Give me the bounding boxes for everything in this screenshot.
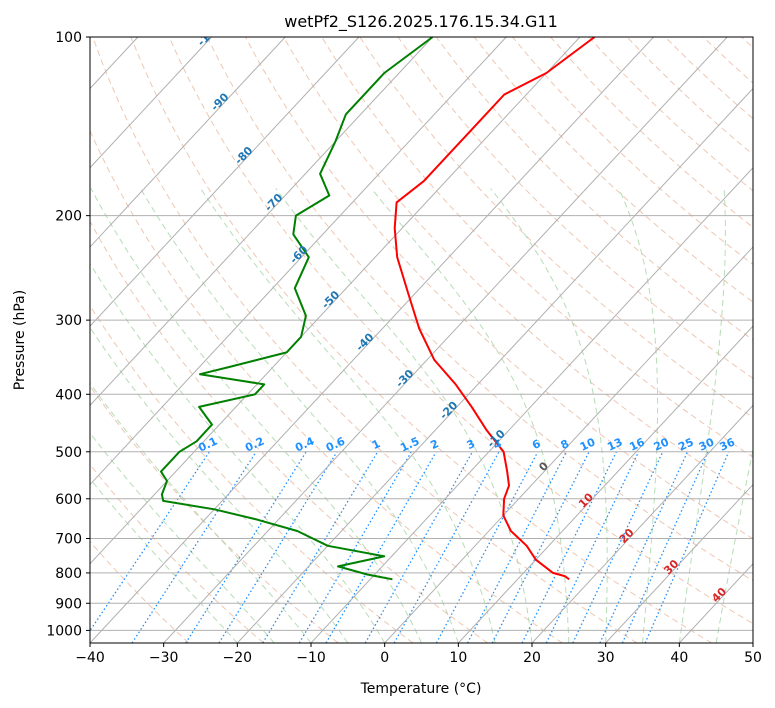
y-tick-label: 800 — [55, 566, 82, 582]
mixing-ratio-label: 30 — [697, 435, 717, 453]
moist-adiabat — [678, 188, 726, 643]
x-axis-label: Temperature (°C) — [360, 681, 482, 697]
mixing-ratio-lines — [90, 451, 730, 643]
plot-area: 0.10.20.40.611.52346810131620253036-100-… — [90, 20, 753, 643]
moist-adiabat — [618, 188, 659, 643]
skewed-isotherm — [90, 37, 360, 327]
profile-series — [160, 37, 596, 581]
profile-series-line — [393, 37, 596, 581]
dry-adiabat — [90, 463, 264, 643]
mixing-ratio-line — [572, 451, 664, 643]
y-tick-label: 200 — [55, 209, 82, 225]
skewed-isotherm — [310, 166, 753, 643]
mixing-ratio-line — [262, 451, 379, 643]
skewed-isotherm — [457, 325, 753, 643]
x-tick-label: −30 — [149, 650, 179, 666]
mixing-ratio-line — [435, 451, 539, 643]
skewed-isotherm — [605, 483, 753, 643]
mixing-ratio-line — [393, 451, 500, 643]
mixing-ratio-line — [185, 451, 307, 643]
moist-adiabat — [90, 432, 275, 643]
dry-adiabat — [90, 129, 563, 643]
mixing-ratio-line — [599, 451, 689, 643]
mixing-ratio-label: 36 — [718, 435, 738, 453]
dry-adiabat — [397, 37, 753, 379]
isobar-gridlines — [90, 37, 753, 631]
y-tick-label: 500 — [55, 445, 82, 461]
x-tick-label: −40 — [75, 650, 105, 666]
isotherm-label: -100 — [195, 20, 224, 49]
moist-adiabat — [90, 477, 238, 643]
moist-adiabat — [490, 188, 608, 643]
x-tick-label: 10 — [449, 650, 467, 666]
x-tick-label: 0 — [380, 650, 389, 666]
mixing-ratio-line — [364, 451, 473, 643]
mixing-ratio-label: 25 — [676, 435, 695, 453]
moist-adiabats — [90, 188, 753, 643]
dry-adiabat — [168, 37, 753, 625]
skewed-isotherm — [236, 87, 753, 643]
dry-adiabat — [90, 540, 190, 643]
y-tick-label: 600 — [55, 492, 82, 508]
x-tick-label: −10 — [296, 650, 326, 666]
mixing-ratio-line — [644, 451, 730, 643]
dry-adiabat — [283, 37, 753, 499]
dry-adiabats — [90, 37, 753, 643]
moist-adiabat — [90, 262, 386, 643]
mixing-ratio-label: 16 — [627, 435, 647, 453]
dry-adiabat — [206, 37, 753, 582]
x-tick-label: 50 — [744, 650, 762, 666]
dry-adiabat — [244, 37, 753, 540]
x-tick-label: 40 — [670, 650, 688, 666]
skewed-isotherm — [90, 37, 286, 248]
skewed-isotherm — [163, 37, 728, 643]
profile-series-line — [160, 37, 434, 581]
skewed-isotherm — [90, 37, 654, 643]
mixing-ratio-line — [298, 451, 412, 643]
mixing-ratio-label: 20 — [652, 435, 672, 453]
moist-adiabat — [715, 447, 753, 643]
chart-title: wetPf2_S126.2025.176.15.34.G11 — [284, 12, 558, 32]
mixing-ratio-line — [545, 451, 640, 643]
y-axis-ticks: 100 200 300 400 500 600 700 800 900 1000 — [46, 30, 90, 639]
skewed-isotherm — [384, 246, 753, 643]
dry-adiabat — [473, 37, 753, 303]
x-axis-ticks: −40 −30 −20 −10 0 10 20 30 40 50 — [75, 643, 762, 666]
moist-adiabat — [275, 188, 533, 643]
mixing-ratio-line — [325, 451, 437, 643]
mixing-ratio-label: 13 — [605, 435, 624, 453]
skewed-isotherm — [531, 404, 753, 643]
y-tick-label: 300 — [55, 313, 82, 329]
skewed-isotherm — [90, 37, 433, 407]
dry-adiabat — [130, 37, 712, 643]
y-tick-label: 700 — [55, 532, 82, 548]
skewed-isotherm — [90, 37, 507, 486]
dry-adiabat — [92, 37, 638, 643]
y-axis-label: Pressure (hPa) — [12, 290, 28, 390]
y-tick-label: 400 — [55, 387, 82, 403]
moist-adiabat — [200, 188, 496, 643]
dry-adiabat — [435, 37, 753, 341]
x-tick-label: 20 — [523, 650, 541, 666]
x-tick-label: 30 — [597, 650, 615, 666]
mixing-ratio-line — [218, 451, 338, 643]
moist-adiabat — [139, 188, 459, 643]
mixing-ratio-label: 10 — [578, 435, 598, 453]
mixing-ratio-line — [621, 451, 709, 643]
x-tick-label: −20 — [223, 650, 253, 666]
y-tick-label: 100 — [55, 30, 82, 46]
plot-frame — [89, 36, 754, 644]
y-tick-label: 900 — [55, 596, 82, 612]
y-tick-label: 1000 — [46, 623, 82, 639]
moist-adiabat — [90, 326, 349, 643]
moist-adiabat — [90, 188, 422, 643]
dry-adiabat — [90, 220, 488, 643]
skewed-isotherm — [90, 37, 212, 169]
